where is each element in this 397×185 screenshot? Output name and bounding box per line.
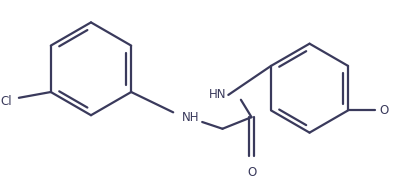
Text: NH: NH (182, 111, 199, 124)
Text: O: O (247, 166, 256, 179)
Text: O: O (379, 104, 388, 117)
Text: HN: HN (209, 88, 226, 101)
Text: Cl: Cl (0, 95, 12, 108)
